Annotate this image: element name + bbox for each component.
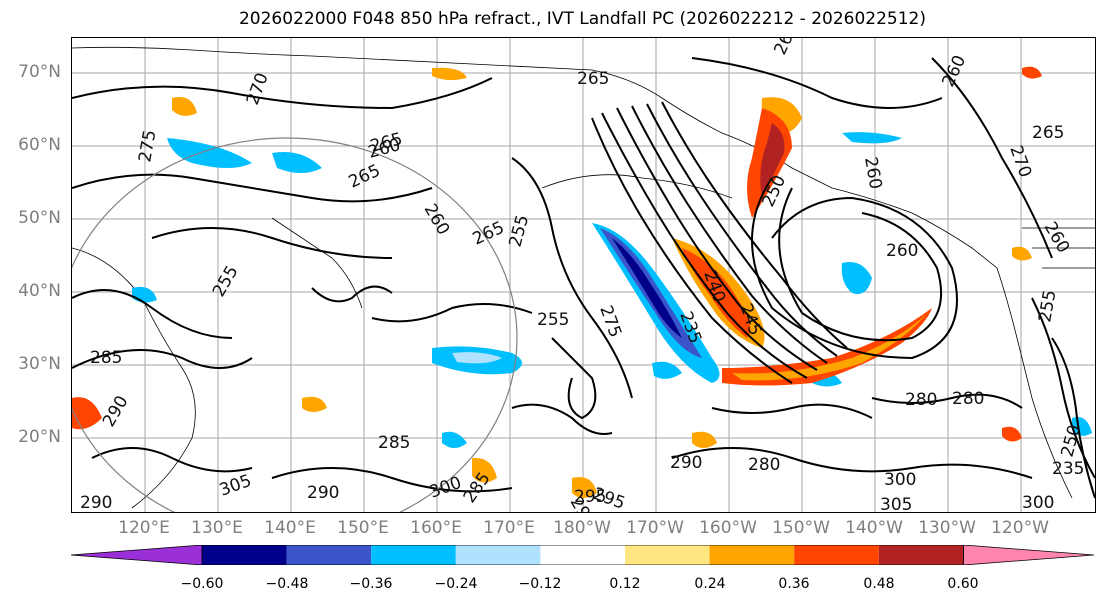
colorbar-tick: −0.48	[265, 576, 309, 592]
contour-label: 290	[99, 392, 133, 430]
lon-label-150w: 150°W	[772, 518, 830, 538]
colorbar-extend-max	[963, 545, 1094, 565]
contour-label: 260	[1040, 219, 1074, 257]
lat-label-20n: 20°N	[18, 427, 61, 447]
lat-label-40n: 40°N	[18, 281, 61, 301]
contour-label: 265	[1032, 123, 1064, 143]
colorbar-tick: −0.24	[434, 576, 478, 592]
colorbar	[71, 545, 1094, 565]
contour-label: 235	[1052, 459, 1084, 479]
contour-label: 290	[80, 493, 112, 512]
lon-label-130w: 130°W	[918, 518, 976, 538]
contour-label: 305	[880, 495, 912, 512]
colorbar-bin	[371, 545, 456, 565]
lat-label-60n: 60°N	[18, 135, 61, 155]
contour-label: 270	[1005, 143, 1035, 180]
contour-label: 280	[905, 390, 937, 410]
lon-label-130e: 130°E	[191, 518, 243, 538]
lat-label-50n: 50°N	[18, 208, 61, 228]
contour-label: 265	[346, 161, 384, 193]
colorbar-graphic	[71, 545, 1094, 565]
lat-label-70n: 70°N	[18, 62, 61, 82]
contour-label: 265	[770, 38, 802, 58]
lat-label-30n: 30°N	[18, 354, 61, 374]
colorbar-bin	[286, 545, 372, 565]
contour-label: 300	[427, 473, 464, 503]
colorbar-tick: 0.60	[947, 576, 979, 592]
lon-label-140w: 140°W	[845, 518, 903, 538]
contour-label: 290	[307, 483, 339, 503]
contour-label: 285	[378, 433, 410, 453]
contour-label: 265	[577, 69, 609, 89]
contour-label: 295	[574, 487, 606, 507]
coastlines	[72, 46, 1095, 509]
contour-label: 255	[1035, 288, 1060, 323]
contour-label: 300	[1022, 493, 1054, 512]
colorbar-tick: 0.48	[863, 576, 895, 592]
lon-label-160e: 160°E	[410, 518, 462, 538]
colorbar-frame	[201, 545, 964, 565]
contour-label: 270	[243, 70, 273, 107]
lon-label-120w: 120°W	[991, 518, 1049, 538]
colorbar-bin	[202, 545, 287, 565]
colorbar-bin	[709, 545, 795, 565]
map-title: 2026022000 F048 850 hPa refract., IVT La…	[238, 9, 926, 29]
contour-label: 290	[670, 453, 702, 473]
refractivity-contours	[72, 57, 1095, 499]
lon-label-120e: 120°E	[118, 518, 170, 538]
colorbar-tick: −0.12	[518, 576, 562, 592]
map-plot-area[interactable]: 270 275 265 265 265 260 265 255 255 275 …	[71, 37, 1096, 513]
contour-label: 305	[217, 471, 254, 501]
map-canvas: 270 275 265 265 265 260 265 255 255 275 …	[72, 38, 1095, 512]
colorbar-bin	[625, 545, 710, 565]
lon-label-160w: 160°W	[699, 518, 757, 538]
contour-label: 275	[595, 303, 625, 340]
lon-label-170e: 170°E	[483, 518, 535, 538]
colorbar-bin	[455, 545, 541, 565]
contour-label: 260	[886, 241, 918, 261]
lon-label-150e: 150°E	[337, 518, 389, 538]
contour-label: 260	[420, 201, 454, 239]
colorbar-tick: −0.36	[349, 576, 393, 592]
contour-label: 275	[135, 128, 160, 163]
colorbar-bin	[540, 545, 625, 565]
contour-label: 280	[748, 455, 780, 475]
contour-label: 280	[952, 389, 984, 409]
contour-label: 260	[938, 52, 970, 90]
contour-label: 255	[209, 262, 243, 300]
colorbar-tick: 0.24	[694, 576, 726, 592]
projection-circle	[72, 137, 518, 512]
colorbar-bin	[878, 545, 964, 565]
contour-label: 295	[590, 484, 627, 512]
contour-label: 250	[1058, 423, 1086, 460]
colorbar-tick: 0.12	[609, 576, 641, 592]
lon-label-140e: 140°E	[264, 518, 316, 538]
colorbar-extend-min	[71, 545, 203, 565]
contour-label: 300	[884, 470, 916, 490]
colorbar-bin	[794, 545, 879, 565]
lon-label-180w: 180°W	[553, 518, 611, 538]
colorbar-tick: 0.36	[778, 576, 810, 592]
positive-anomaly-shading	[72, 66, 1042, 498]
lon-label-170w: 170°W	[626, 518, 684, 538]
contour-label: 285	[90, 348, 122, 368]
colorbar-tick: −0.60	[180, 576, 224, 592]
contour-label: 255	[537, 310, 569, 330]
contour-label: 260	[860, 155, 885, 190]
